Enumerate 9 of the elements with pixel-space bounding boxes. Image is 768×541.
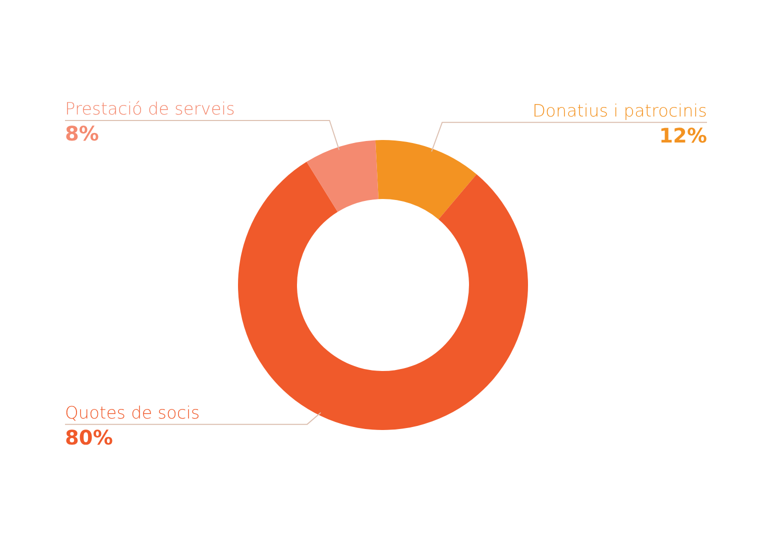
data-label: 12% [659, 123, 707, 148]
slice-label: Donatius i patrocinis [532, 101, 707, 122]
donut-slice [306, 140, 378, 212]
donut-slice [375, 140, 477, 220]
slice-label: Quotes de socis [65, 403, 200, 424]
data-label: 8% [65, 121, 99, 146]
donut-slice [238, 162, 528, 430]
slice-label: Prestació de serveis [65, 99, 235, 120]
data-label: 80% [65, 425, 113, 450]
